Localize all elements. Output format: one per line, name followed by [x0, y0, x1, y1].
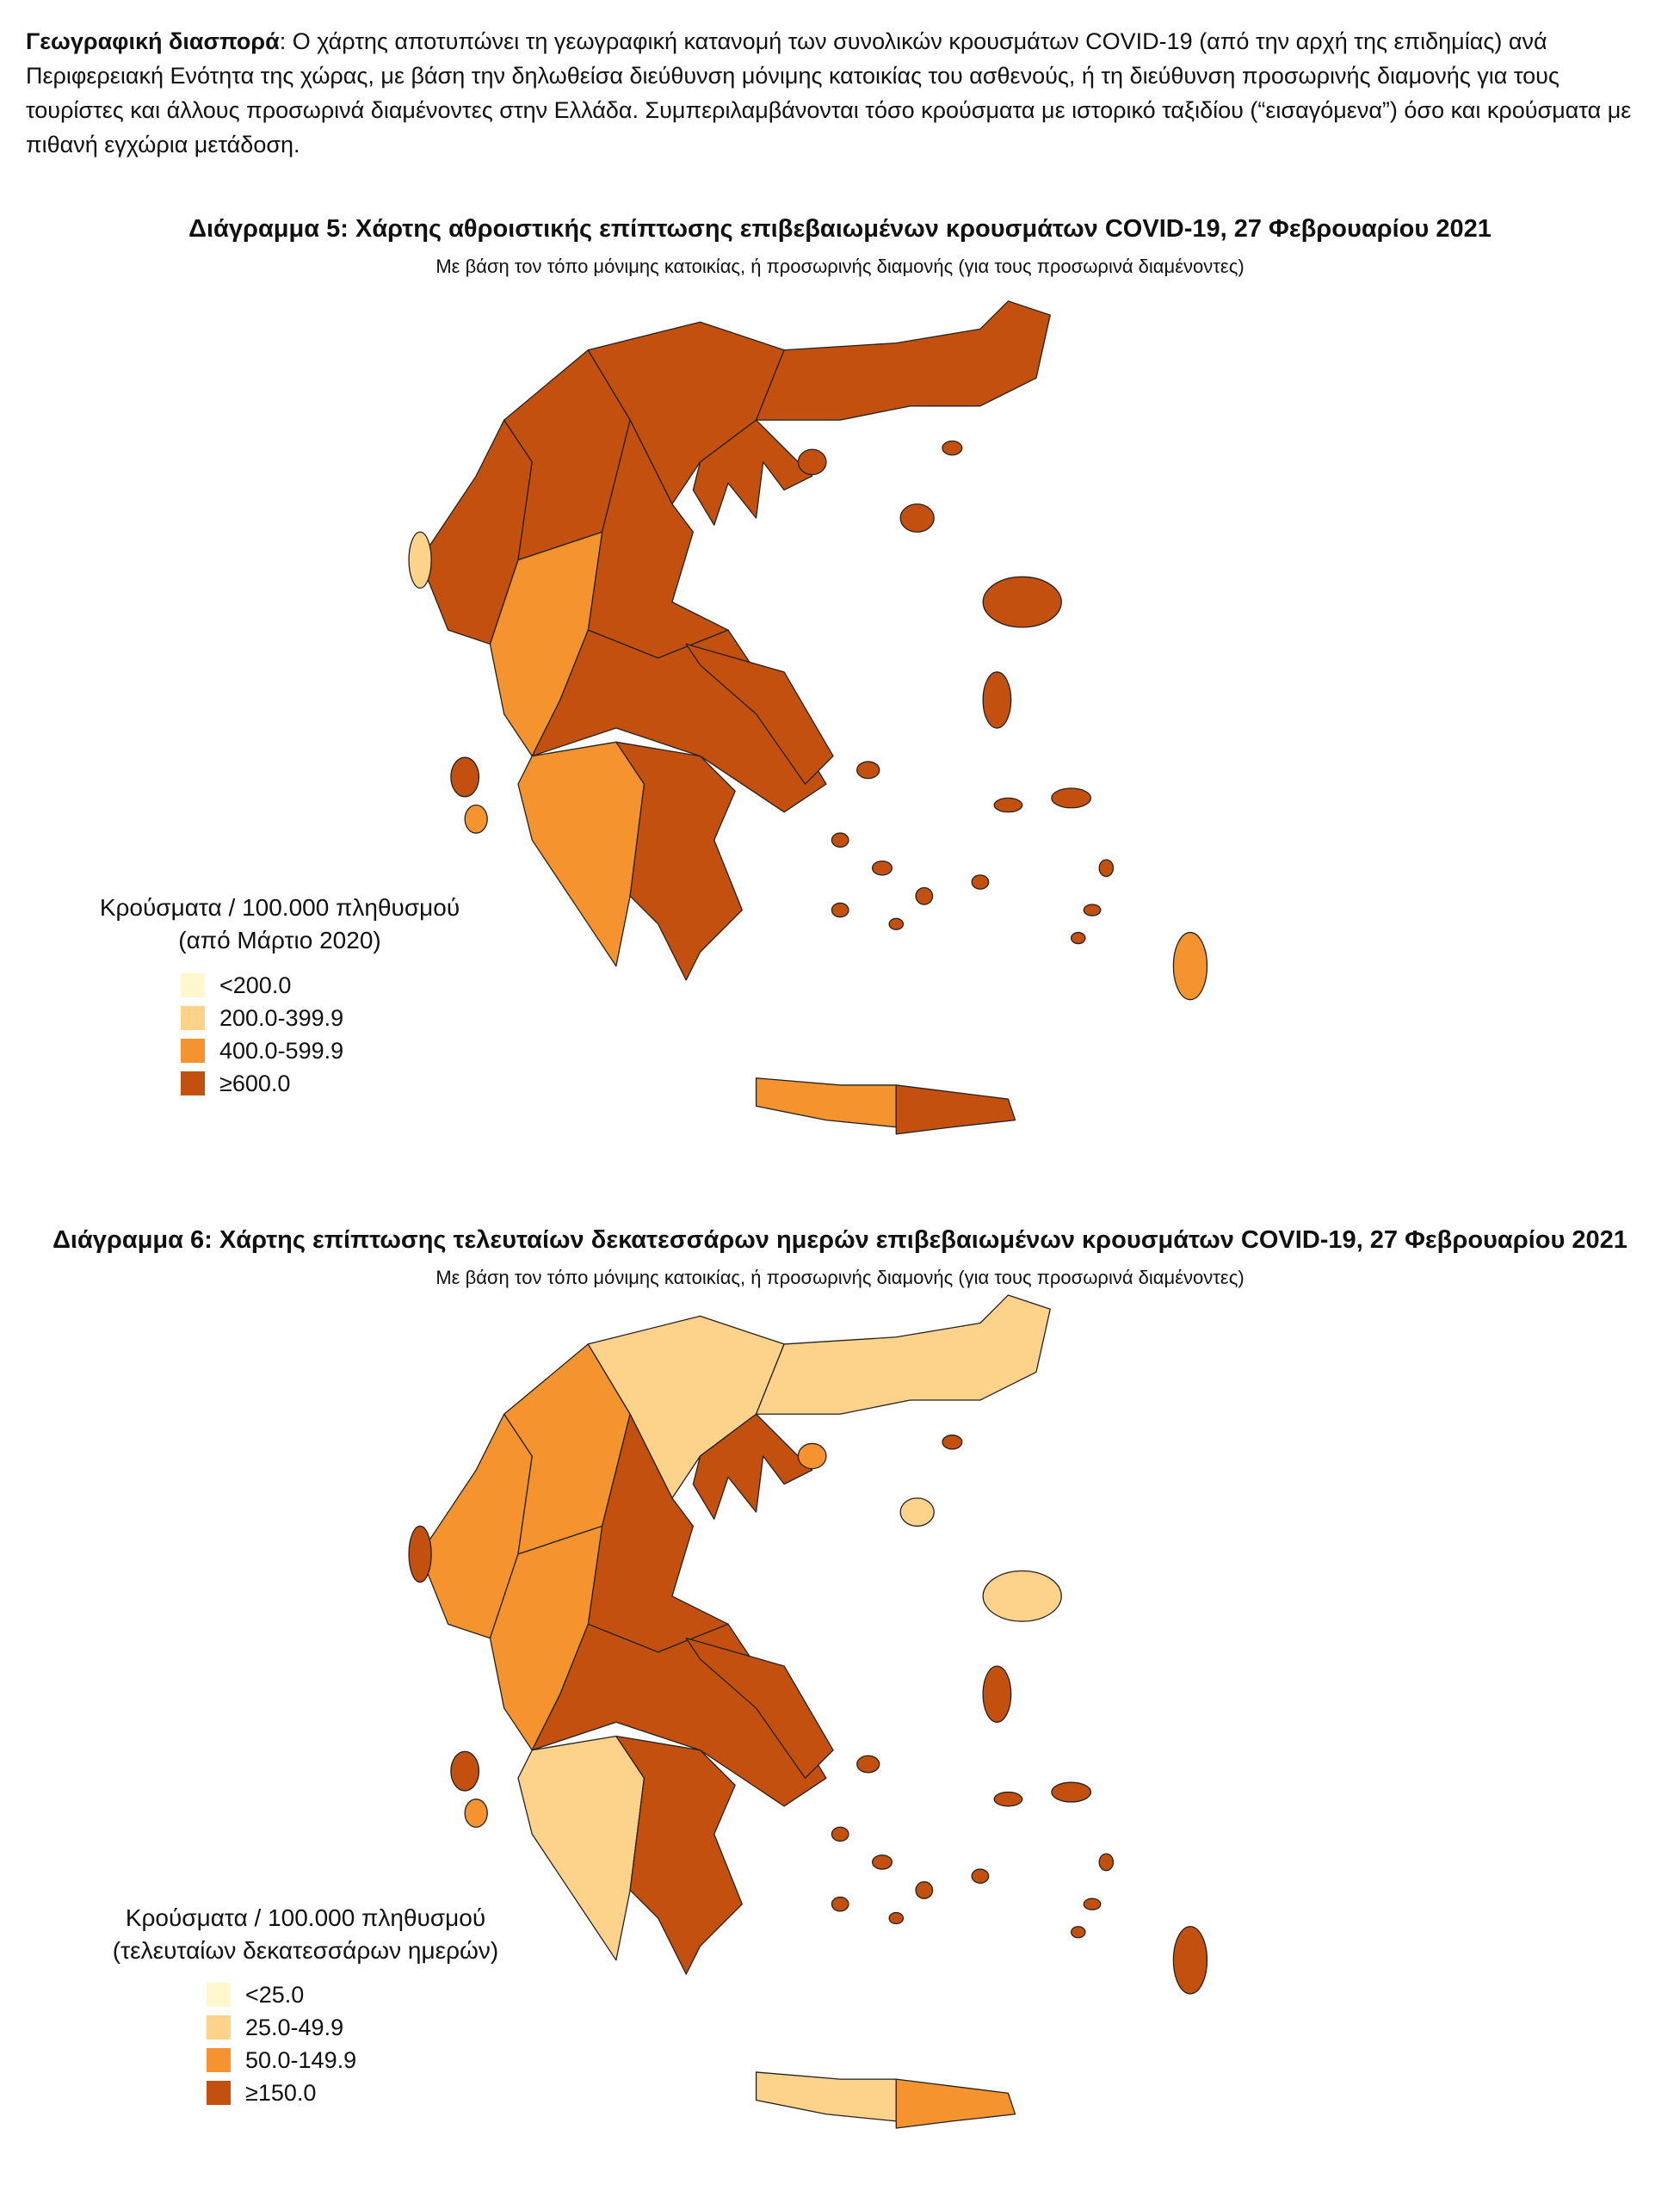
island	[408, 1525, 432, 1583]
island	[982, 1570, 1062, 1622]
island	[971, 1868, 990, 1884]
legend-title: Κρούσματα / 100.000 πληθυσμού	[99, 894, 460, 921]
legend-swatch	[181, 1039, 205, 1063]
greece-map	[408, 1294, 1208, 2129]
region	[685, 643, 834, 785]
island	[899, 503, 935, 533]
island	[1172, 1926, 1208, 1995]
island	[1083, 1898, 1102, 1910]
region	[615, 741, 743, 981]
island	[1051, 787, 1092, 809]
legend-label: 200.0-399.9	[219, 1005, 344, 1031]
paragraph-text: : Ο χάρτης αποτυπώνει τη γεωγραφική κατα…	[26, 28, 1632, 157]
legend-label: 400.0-599.9	[219, 1038, 344, 1064]
legend-swatch	[207, 1983, 231, 2007]
legend-label: <25.0	[245, 1982, 305, 2008]
region	[755, 2071, 897, 2122]
legend-label: 50.0-149.9	[245, 2047, 357, 2073]
island	[971, 874, 990, 890]
island	[982, 1665, 1012, 1723]
paragraph: Γεωγραφική διασπορά: Ο χάρτης αποτυπώνει…	[26, 24, 1657, 162]
island	[871, 860, 893, 876]
region	[895, 1084, 1016, 1135]
island	[899, 1497, 935, 1527]
island	[1051, 1781, 1092, 1803]
island	[1098, 1853, 1115, 1872]
legend-swatch	[181, 1006, 205, 1030]
legend-swatch	[207, 2015, 231, 2039]
legend-subtitle: (από Μάρτιο 2020)	[178, 927, 381, 953]
greece-map	[408, 300, 1208, 1135]
map-title: Διάγραμμα 5: Χάρτης αθροιστικής επίπτωση…	[188, 215, 1492, 243]
island	[408, 531, 432, 589]
map-subtitle: Με βάση τον τόπο μόνιμης κατοικίας, ή πρ…	[435, 1267, 1245, 1288]
region	[755, 300, 1051, 421]
legend-subtitle: (τελευταίων δεκατεσσάρων ημερών)	[112, 1937, 499, 1964]
island	[888, 1911, 905, 1925]
region	[692, 1413, 813, 1520]
legend-label: 25.0-49.9	[245, 2015, 344, 2040]
island	[831, 832, 849, 848]
region	[895, 2078, 1016, 2129]
island	[982, 671, 1012, 729]
island	[915, 1881, 934, 1899]
island	[856, 1755, 880, 1774]
legend-label: ≥150.0	[245, 2080, 317, 2106]
island	[915, 886, 934, 905]
island	[1098, 859, 1115, 878]
map-subtitle: Με βάση τον τόπο μόνιμης κατοικίας, ή πρ…	[435, 256, 1245, 277]
island	[1071, 931, 1086, 945]
island	[1083, 904, 1102, 916]
legend-swatch	[207, 2081, 231, 2105]
region	[692, 419, 813, 526]
legend-title: Κρούσματα / 100.000 πληθυσμού	[125, 1904, 486, 1931]
term: Γεωγραφική διασπορά	[26, 28, 280, 54]
region	[615, 1735, 743, 1975]
island	[464, 804, 488, 834]
island	[797, 448, 827, 476]
region	[755, 1077, 897, 1128]
legend-label: <200.0	[219, 972, 292, 998]
island	[1172, 931, 1208, 1001]
island	[450, 756, 480, 798]
island	[942, 1435, 963, 1450]
island	[888, 917, 905, 930]
island	[831, 1826, 849, 1842]
island	[993, 797, 1023, 813]
island	[831, 1896, 849, 1912]
legend-swatch	[181, 973, 205, 997]
region	[685, 1637, 834, 1779]
island	[993, 1791, 1023, 1807]
island	[982, 576, 1062, 628]
region	[755, 1294, 1051, 1415]
legend-label: ≥600.0	[219, 1071, 291, 1096]
map-title: Διάγραμμα 6: Χάρτης επίπτωσης τελευταίων…	[52, 1226, 1628, 1254]
island	[942, 440, 963, 456]
legend-swatch	[207, 2048, 231, 2072]
island	[450, 1750, 480, 1792]
legend-swatch	[181, 1071, 205, 1095]
island	[856, 761, 880, 780]
island	[797, 1442, 827, 1470]
island	[1071, 1926, 1086, 1939]
island	[831, 902, 849, 918]
island	[464, 1799, 488, 1828]
island	[871, 1854, 893, 1870]
